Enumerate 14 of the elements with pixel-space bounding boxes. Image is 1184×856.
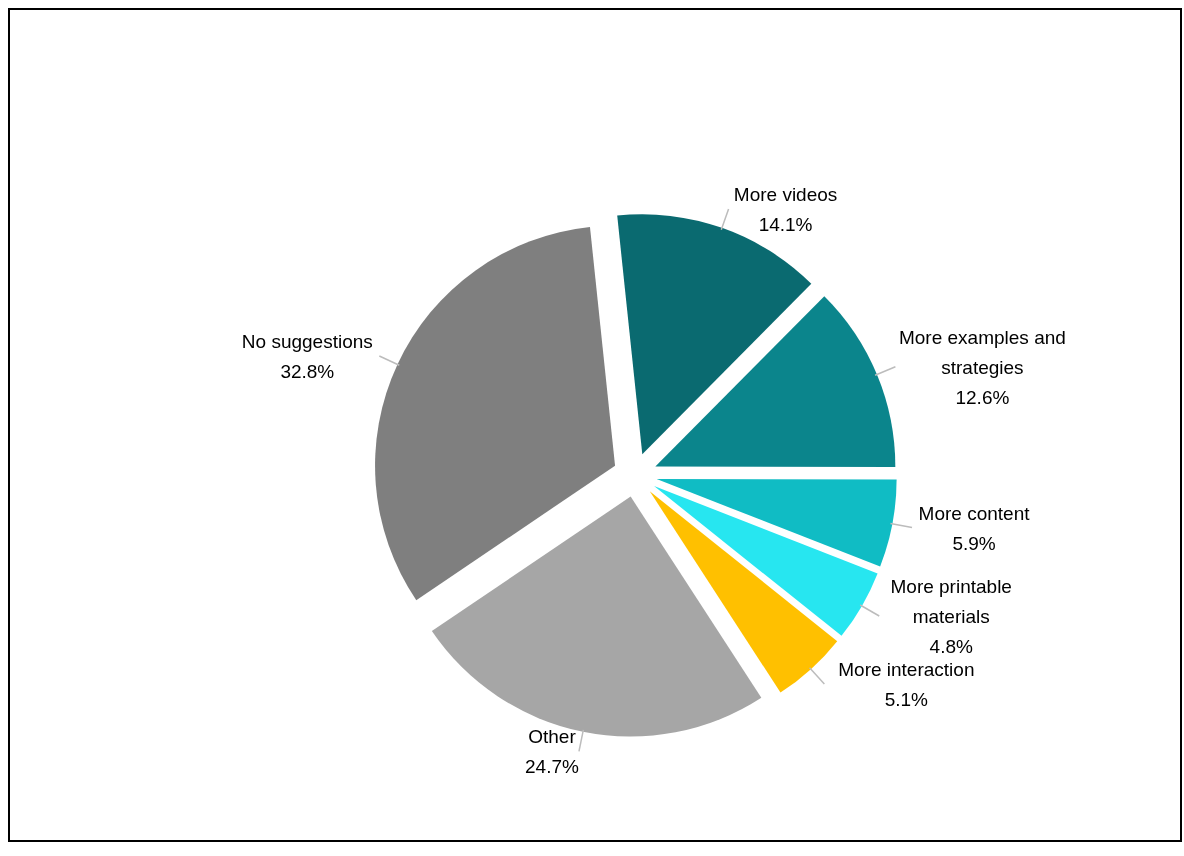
data-label: 4.8% xyxy=(929,636,973,657)
slice-label: Other xyxy=(528,726,577,748)
slice-label: More examples and strategies xyxy=(898,326,1066,378)
slice-label: More interaction xyxy=(838,658,975,680)
data-label: 5.1% xyxy=(884,688,929,710)
slice-label: No suggestions xyxy=(241,331,373,352)
data-label: 32.8% xyxy=(280,361,335,382)
data-label: 14.1% xyxy=(758,213,813,235)
slice-label: More videos xyxy=(733,183,838,205)
slice-label: More printable materials xyxy=(890,576,1012,627)
data-label: 24.7% xyxy=(525,756,580,778)
slice-label: More content xyxy=(918,502,1031,524)
data-label: 5.9% xyxy=(952,532,996,554)
data-label: 12.6% xyxy=(955,386,1010,408)
